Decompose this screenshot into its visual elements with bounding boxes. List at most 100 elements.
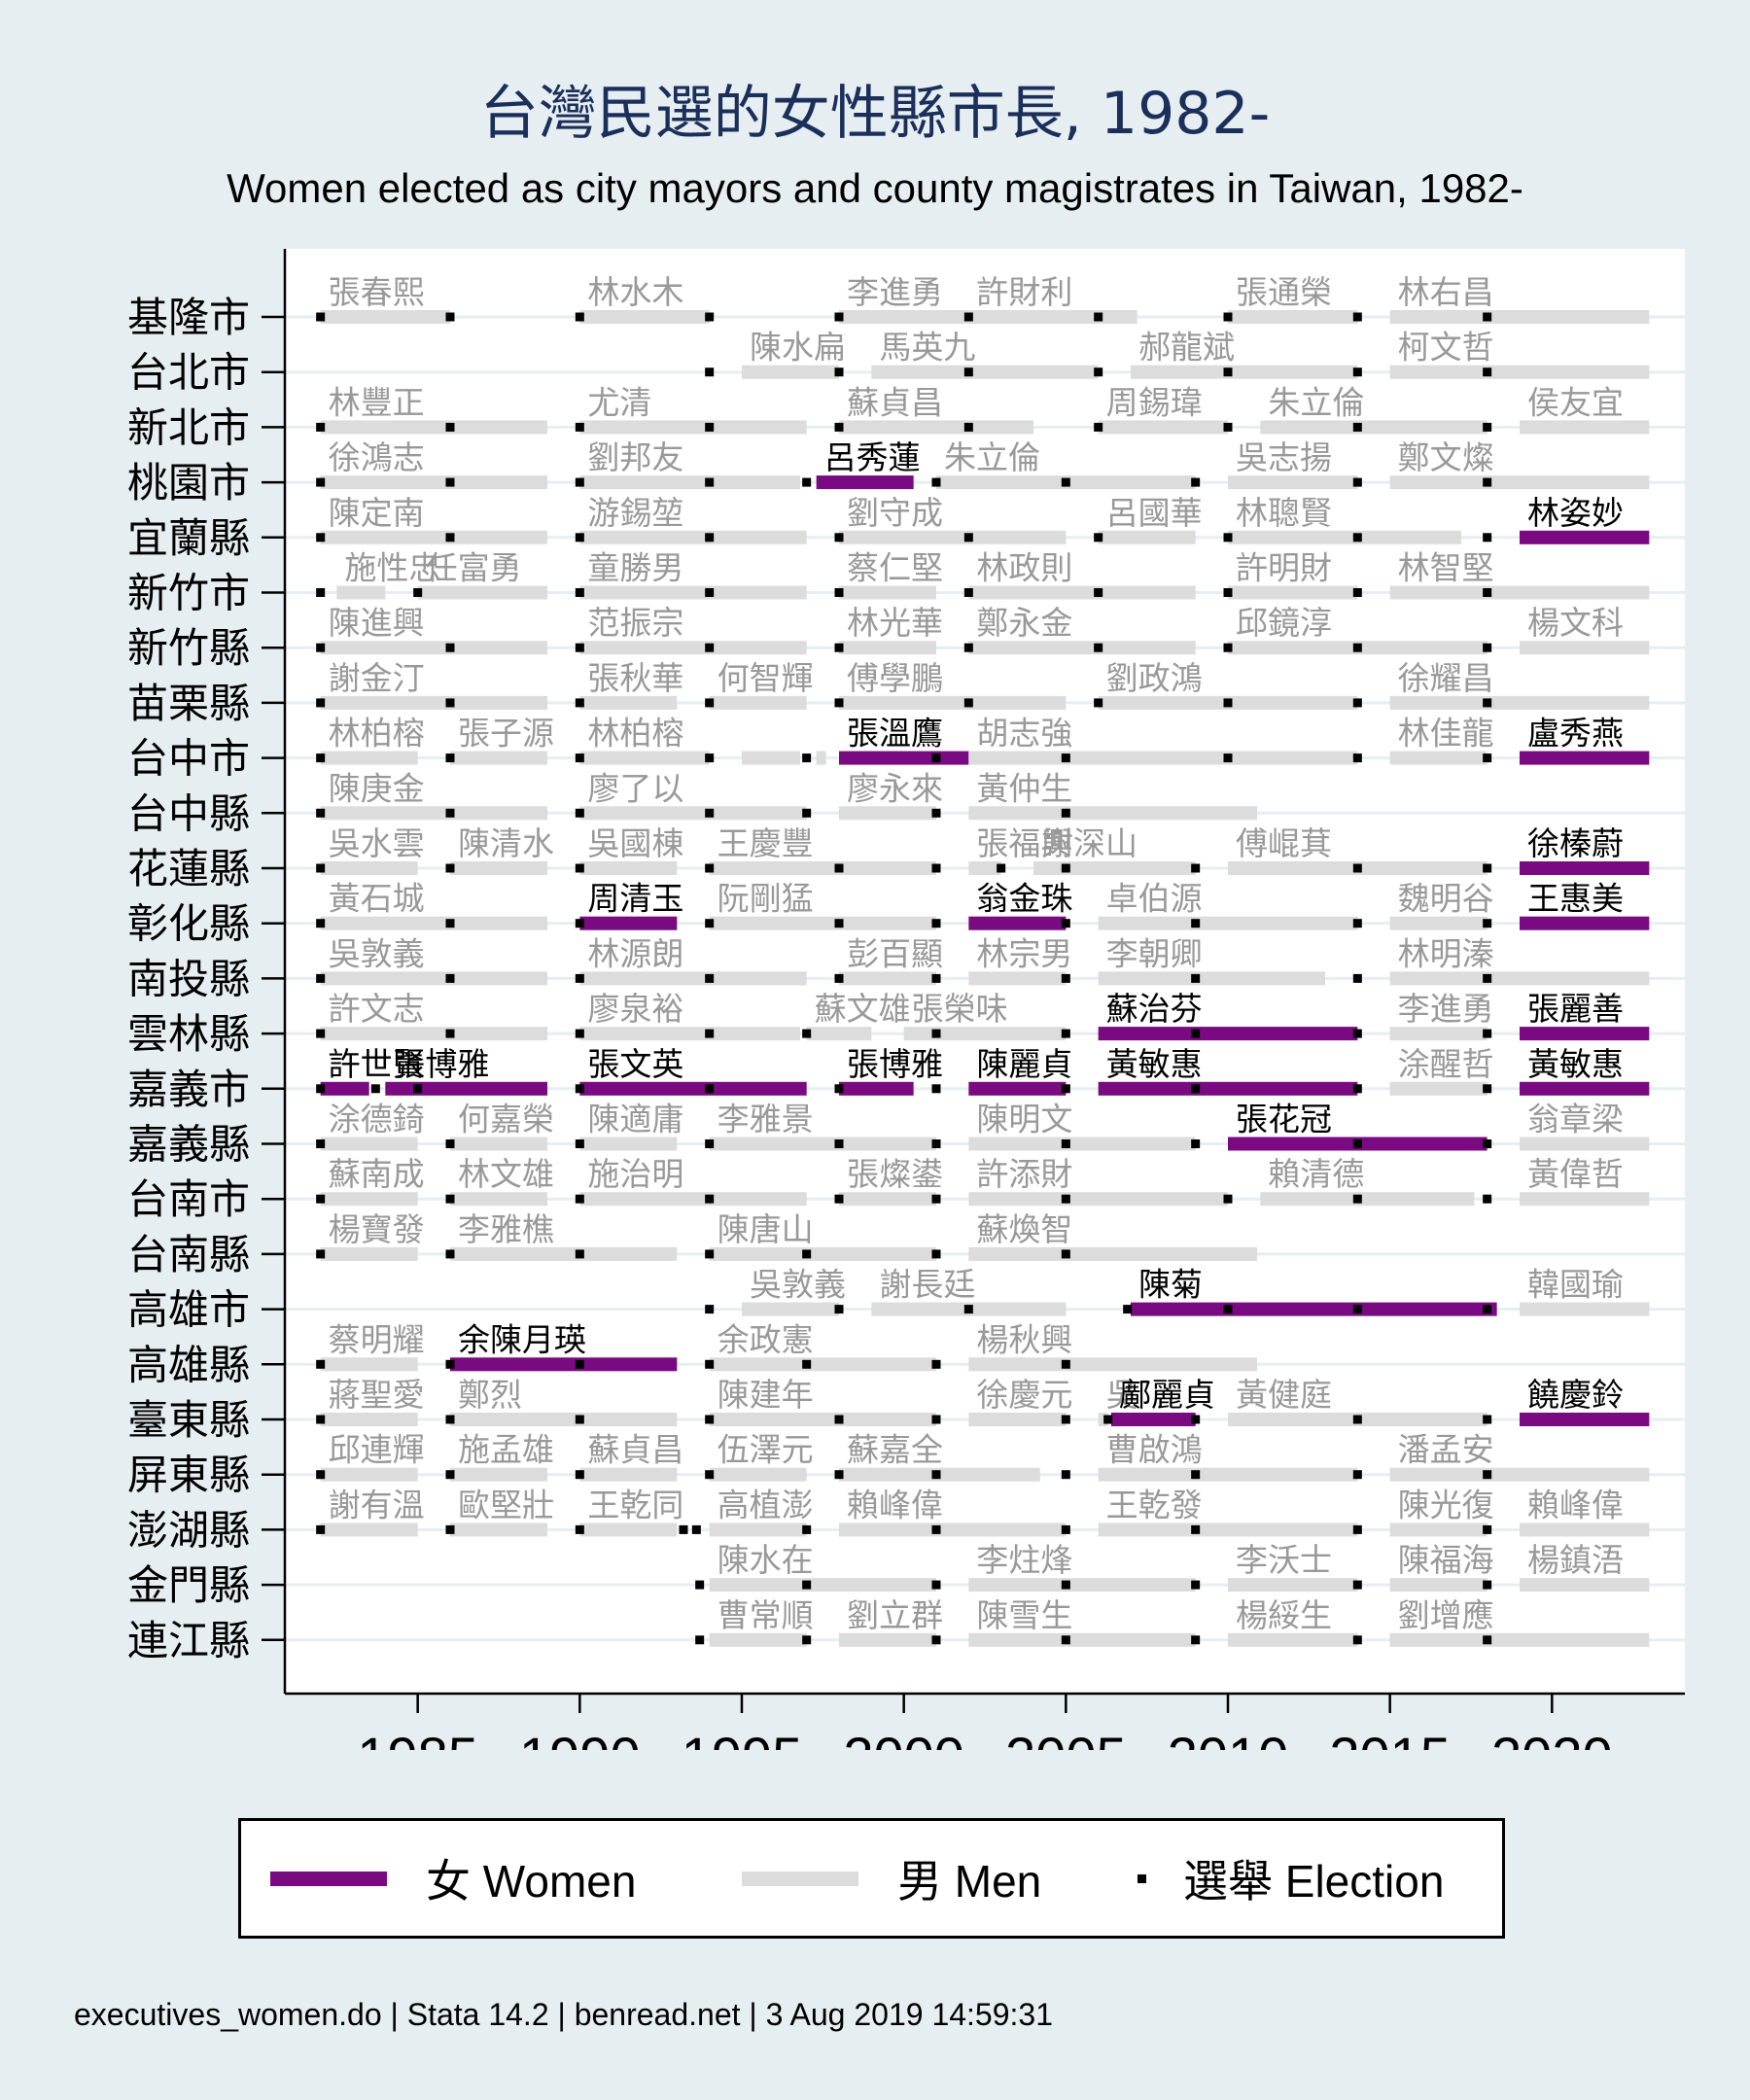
bar-women-term — [1520, 1413, 1650, 1426]
y-tick-label: 南投縣 — [127, 955, 250, 1002]
election-marker — [1352, 1524, 1362, 1534]
term-name-label: 王惠美 — [1527, 880, 1624, 918]
election-marker — [705, 643, 715, 652]
term-name-label: 傅學鵬 — [847, 659, 943, 697]
term-name-label: 陳定南 — [329, 494, 425, 532]
term-name-label: 黃敏惠 — [1527, 1045, 1624, 1083]
election-marker — [834, 422, 844, 432]
bar-men-term — [320, 916, 547, 930]
bar-men-term — [968, 585, 1196, 600]
election-marker — [575, 753, 584, 763]
term-name-label: 林政則 — [976, 549, 1072, 587]
election-marker — [316, 1470, 326, 1480]
election-marker — [1352, 368, 1362, 377]
election-marker — [1483, 1415, 1492, 1424]
election-marker — [931, 1635, 941, 1645]
election-marker — [834, 643, 844, 652]
y-tick-label: 臺東縣 — [127, 1396, 250, 1444]
term-name-label: 李雅樵 — [458, 1210, 554, 1248]
election-marker — [834, 1305, 844, 1314]
x-tick-label: 2005 — [1005, 1726, 1127, 1750]
y-tick-label: 高雄市 — [127, 1286, 250, 1334]
election-marker — [1223, 312, 1233, 322]
bar-men-term — [709, 916, 936, 930]
bar-women-term — [385, 1081, 547, 1096]
election-marker — [705, 919, 715, 928]
term-name-label: 涂德錡 — [329, 1101, 425, 1138]
election-marker — [1191, 1029, 1201, 1038]
election-marker — [1483, 1580, 1492, 1590]
term-name-label: 楊文科 — [1527, 604, 1624, 642]
term-name-label: 陳唐山 — [718, 1210, 814, 1248]
bar-men-term — [1098, 1413, 1108, 1426]
election-marker — [1483, 1635, 1492, 1645]
election-marker — [316, 477, 326, 487]
election-marker — [1061, 1139, 1070, 1148]
bar-men-term — [968, 1578, 1196, 1592]
election-marker — [316, 863, 326, 873]
election-marker — [931, 1029, 941, 1038]
election-marker — [1223, 422, 1233, 432]
election-marker — [1094, 533, 1103, 542]
bar-men-term — [903, 1027, 1067, 1041]
election-marker — [802, 1635, 812, 1645]
chart-title: 台灣民選的女性縣市長, 1982- — [479, 80, 1271, 148]
term-name-label: 張秋華 — [587, 659, 683, 697]
election-marker — [575, 808, 584, 818]
bar-men-term — [1098, 1522, 1358, 1537]
term-name-label: 林源朗 — [587, 934, 683, 972]
election-marker — [963, 533, 973, 542]
bar-women-term — [450, 1357, 678, 1372]
legend-item-women: 女 Women — [270, 1821, 636, 1936]
term-name-label: 阮剛猛 — [718, 880, 814, 918]
term-name-label: 謝金汀 — [329, 659, 425, 697]
election-marker — [1061, 477, 1070, 487]
term-name-label: 鄭烈 — [458, 1376, 522, 1414]
election-marker — [1061, 1415, 1070, 1424]
election-marker — [691, 1524, 701, 1534]
election-marker — [1061, 1524, 1070, 1534]
election-marker — [931, 1580, 941, 1590]
bar-men-term — [709, 1522, 807, 1537]
term-name-label: 張福興 — [976, 824, 1072, 862]
bar-men-term — [579, 420, 807, 435]
election-marker — [316, 698, 326, 708]
term-name-label: 何嘉榮 — [458, 1101, 554, 1138]
election-marker — [1191, 1139, 1201, 1148]
term-name-label: 李進勇 — [847, 273, 943, 311]
y-tick-label: 台北市 — [127, 349, 250, 397]
term-name-label: 何智輝 — [718, 659, 814, 697]
bar-men-term — [839, 1522, 1067, 1537]
term-name-label: 陳水扁 — [750, 329, 846, 367]
bar-men-term — [968, 1357, 1257, 1372]
election-marker — [316, 808, 326, 818]
bar-women-term — [1111, 1413, 1196, 1426]
term-name-label: 陳明文 — [976, 1101, 1072, 1138]
legend: 女 Women 男 Men 選舉 Election — [238, 1818, 1505, 1939]
election-marker — [316, 1249, 326, 1259]
bar-men-term — [968, 971, 1067, 986]
bar-men-term — [709, 695, 807, 710]
bar-women-term — [1131, 1302, 1497, 1316]
election-marker — [575, 422, 584, 432]
election-marker — [705, 1305, 715, 1314]
bar-men-term — [1098, 420, 1228, 435]
election-marker — [1223, 753, 1233, 763]
bar-men-term — [1520, 1578, 1650, 1592]
election-marker — [679, 1524, 688, 1534]
bar-men-term — [320, 641, 547, 655]
term-name-label: 劉增應 — [1398, 1596, 1494, 1634]
term-name-label: 蔣聖愛 — [329, 1376, 425, 1414]
bar-men-term — [320, 751, 418, 765]
election-marker — [834, 1084, 844, 1094]
election-marker — [445, 477, 455, 487]
y-tick-label: 台中市 — [127, 735, 250, 783]
term-name-label: 邱連輝 — [329, 1431, 425, 1469]
term-name-label: 吳水雲 — [329, 824, 425, 862]
bar-men-term — [320, 971, 547, 986]
election-marker — [316, 1194, 326, 1204]
bar-men-term — [1389, 1632, 1650, 1647]
bar-men-term — [816, 751, 826, 765]
bar-women-term — [1520, 1027, 1650, 1041]
y-tick-label: 澎湖縣 — [127, 1506, 250, 1554]
